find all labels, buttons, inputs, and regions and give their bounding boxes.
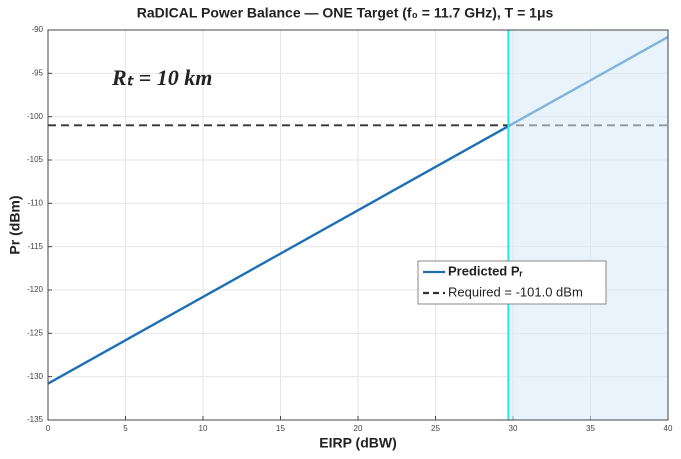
- y-tick-label: -135: [27, 415, 44, 424]
- annotation: Rₜ = 10 km: [111, 65, 212, 90]
- x-tick-label: 35: [586, 424, 595, 433]
- x-tick-label: 15: [276, 424, 285, 433]
- y-tick-label: -100: [27, 112, 44, 121]
- chart-title: RaDICAL Power Balance — ONE Target (f₀ =…: [137, 5, 554, 21]
- x-tick-label: 30: [509, 424, 518, 433]
- y-axis-label: Pr (dBm): [7, 195, 23, 254]
- legend-label: Predicted Pᵣ: [448, 263, 524, 278]
- feasible-region: [508, 30, 668, 420]
- x-tick-label: 40: [664, 424, 673, 433]
- legend-label: Required = -101.0 dBm: [448, 284, 583, 299]
- y-tick-label: -130: [27, 372, 44, 381]
- x-axis-label: EIRP (dBW): [319, 435, 397, 451]
- y-tick-label: -90: [31, 25, 43, 34]
- x-tick-label: 0: [46, 424, 51, 433]
- x-tick-label: 25: [431, 424, 440, 433]
- y-tick-label: -95: [31, 68, 43, 77]
- x-tick-label: 5: [123, 424, 128, 433]
- y-tick-label: -105: [27, 155, 44, 164]
- x-tick-label: 10: [199, 424, 208, 433]
- legend-box: [417, 260, 607, 305]
- y-tick-label: -110: [28, 198, 44, 207]
- y-tick-label: -115: [28, 242, 44, 251]
- x-tick-label: 20: [354, 424, 363, 433]
- y-tick-label: -125: [27, 328, 44, 337]
- y-tick-label: -120: [27, 285, 44, 294]
- plot-frame: [47, 29, 669, 421]
- legend: Predicted Pᵣ Required = -101.0 dBm: [417, 260, 607, 305]
